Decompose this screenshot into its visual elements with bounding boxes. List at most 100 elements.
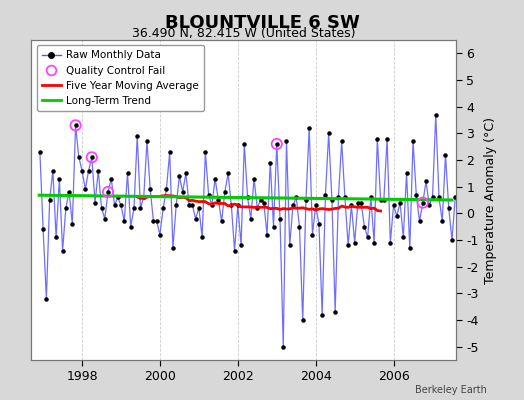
Point <box>461 242 469 248</box>
Point <box>256 197 265 203</box>
Point <box>81 186 90 192</box>
Point <box>435 194 443 200</box>
Point <box>101 216 109 222</box>
Point <box>191 216 200 222</box>
Point <box>289 202 297 208</box>
Point <box>111 202 119 208</box>
Point <box>302 197 310 203</box>
Point <box>296 224 304 230</box>
Point <box>457 232 466 238</box>
Point <box>331 309 340 315</box>
Point <box>347 202 356 208</box>
Point <box>467 290 476 296</box>
Point <box>354 200 362 206</box>
Point <box>88 154 96 160</box>
Point <box>269 224 278 230</box>
Y-axis label: Temperature Anomaly (°C): Temperature Anomaly (°C) <box>484 116 497 284</box>
Point <box>49 168 57 174</box>
Point <box>444 205 453 211</box>
Point <box>263 232 271 238</box>
Point <box>65 189 73 195</box>
Point <box>383 136 391 142</box>
Point <box>419 200 427 206</box>
Point <box>146 186 155 192</box>
Point <box>389 202 398 208</box>
Point <box>406 245 414 251</box>
Point <box>88 154 96 160</box>
Point <box>266 160 275 166</box>
Point <box>373 136 381 142</box>
Point <box>162 186 171 192</box>
Point <box>334 194 343 200</box>
Point <box>376 197 385 203</box>
Point <box>201 149 210 155</box>
Point <box>231 248 239 254</box>
Point <box>425 202 433 208</box>
Point <box>152 218 161 224</box>
Point <box>253 205 261 211</box>
Point <box>451 194 460 200</box>
Point <box>237 242 245 248</box>
Point <box>286 242 294 248</box>
Point <box>464 189 473 195</box>
Point <box>259 200 268 206</box>
Point <box>471 240 479 246</box>
Point <box>204 192 213 198</box>
Point <box>412 192 420 198</box>
Point <box>247 216 255 222</box>
Point <box>328 197 336 203</box>
Point <box>217 218 226 224</box>
Point <box>74 154 83 160</box>
Point <box>149 218 158 224</box>
Point <box>364 234 372 240</box>
Point <box>143 138 151 144</box>
Point <box>380 197 388 203</box>
Point <box>127 224 135 230</box>
Point <box>104 189 112 195</box>
Point <box>136 205 145 211</box>
Point <box>71 122 80 128</box>
Point <box>179 189 187 195</box>
Point <box>276 216 284 222</box>
Point <box>308 232 316 238</box>
Point <box>396 200 404 206</box>
Point <box>188 202 196 208</box>
Point <box>357 200 365 206</box>
Point <box>392 213 401 219</box>
Point <box>42 296 51 302</box>
Point <box>337 138 346 144</box>
Point <box>234 202 242 208</box>
Point <box>351 240 359 246</box>
Point <box>91 200 99 206</box>
Point <box>370 240 378 246</box>
Point <box>133 133 141 139</box>
Point <box>315 221 323 227</box>
Point <box>208 202 216 208</box>
Point <box>185 202 193 208</box>
Point <box>386 240 395 246</box>
Point <box>399 234 408 240</box>
Point <box>341 194 349 200</box>
Point <box>221 189 229 195</box>
Point <box>211 176 220 182</box>
Point <box>243 194 252 200</box>
Point <box>282 138 291 144</box>
Point <box>55 176 63 182</box>
Point <box>52 234 60 240</box>
Point <box>36 149 44 155</box>
Point <box>360 224 368 230</box>
Point <box>195 205 203 211</box>
Point <box>272 141 281 147</box>
Point <box>454 200 463 206</box>
Point <box>139 194 148 200</box>
Point <box>432 112 440 118</box>
Point <box>78 168 86 174</box>
Point <box>240 141 248 147</box>
Point <box>311 202 320 208</box>
Point <box>324 130 333 136</box>
Text: Berkeley Earth: Berkeley Earth <box>416 385 487 395</box>
Point <box>474 200 482 206</box>
Point <box>422 178 430 184</box>
Point <box>292 194 300 200</box>
Point <box>62 205 70 211</box>
